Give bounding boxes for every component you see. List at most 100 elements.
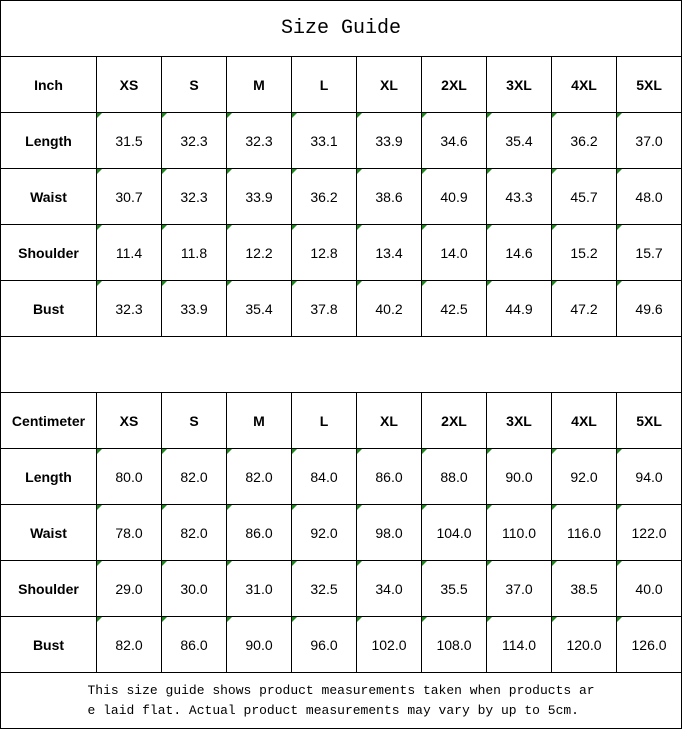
measurement-cell: 49.6 — [615, 280, 682, 337]
measurement-cell: 29.0 — [96, 560, 162, 617]
row-label: Waist — [0, 168, 97, 225]
measurement-cell: 31.5 — [96, 112, 162, 169]
measurement-cell: 82.0 — [161, 504, 227, 561]
size-header: L — [291, 56, 357, 113]
measurement-cell: 40.2 — [356, 280, 422, 337]
measurement-cell: 86.0 — [226, 504, 292, 561]
table-row: Shoulder 29.0 30.0 31.0 32.5 34.0 35.5 37.0 38.5… — [0, 560, 682, 617]
size-header: XL — [356, 392, 422, 449]
measurement-cell: 90.0 — [226, 616, 292, 673]
measurement-cell: 37.0 — [486, 560, 552, 617]
size-header: 3XL — [486, 392, 552, 449]
measurement-cell: 32.3 — [161, 168, 227, 225]
measurement-cell: 32.5 — [291, 560, 357, 617]
measurement-cell: 31.0 — [226, 560, 292, 617]
measurement-cell: 116.0 — [551, 504, 617, 561]
measurement-cell: 33.9 — [161, 280, 227, 337]
size-header: M — [226, 392, 292, 449]
measurement-cell: 110.0 — [486, 504, 552, 561]
measurement-cell: 33.9 — [356, 112, 422, 169]
row-label: Shoulder — [0, 224, 97, 281]
measurement-cell: 108.0 — [421, 616, 487, 673]
measurement-cell: 122.0 — [615, 504, 682, 561]
table-row: Length 80.0 82.0 82.0 84.0 86.0 88.0 90.0 92.0 94… — [0, 448, 682, 505]
unit-header: Centimeter — [0, 392, 97, 449]
measurement-cell: 11.4 — [96, 224, 162, 281]
row-label: Length — [0, 448, 97, 505]
table-row: Bust 32.3 33.9 35.4 37.8 40.2 42.5 44.9 47.2 49.6 — [0, 280, 682, 337]
header-row: Centimeter XS S M L XL 2XL 3XL 4XL 5XL — [0, 392, 682, 449]
measurement-cell: 45.7 — [551, 168, 617, 225]
size-header: S — [161, 392, 227, 449]
row-label: Waist — [0, 504, 97, 561]
note-cell: This size guide shows product measuremen… — [0, 672, 682, 729]
size-header: 4XL — [551, 392, 617, 449]
page-title: Size Guide — [0, 0, 682, 57]
measurement-cell: 80.0 — [96, 448, 162, 505]
size-header: XL — [356, 56, 422, 113]
measurement-cell: 15.2 — [551, 224, 617, 281]
measurement-cell: 40.9 — [421, 168, 487, 225]
measurement-cell: 32.3 — [226, 112, 292, 169]
measurement-cell: 32.3 — [161, 112, 227, 169]
measurement-cell: 36.2 — [551, 112, 617, 169]
header-row: Inch XS S M L XL 2XL 3XL 4XL 5XL — [0, 56, 682, 113]
table-row: Waist 30.7 32.3 33.9 36.2 38.6 40.9 43.3 45.7 48.… — [0, 168, 682, 225]
measurement-cell: 30.7 — [96, 168, 162, 225]
size-header: 4XL — [551, 56, 617, 113]
measurement-cell: 94.0 — [615, 448, 682, 505]
table-row: Shoulder 11.4 11.8 12.2 12.8 13.4 14.0 14.6 15.2… — [0, 224, 682, 281]
measurement-cell: 38.6 — [356, 168, 422, 225]
measurement-cell: 126.0 — [615, 616, 682, 673]
size-header: 5XL — [615, 56, 682, 113]
measurement-cell: 34.6 — [421, 112, 487, 169]
measurement-cell: 37.8 — [291, 280, 357, 337]
size-header: M — [226, 56, 292, 113]
measurement-cell: 86.0 — [161, 616, 227, 673]
measurement-cell: 34.0 — [356, 560, 422, 617]
size-header: S — [161, 56, 227, 113]
measurement-cell: 30.0 — [161, 560, 227, 617]
table-row: Waist 78.0 82.0 86.0 92.0 98.0 104.0 110.0 116.0… — [0, 504, 682, 561]
measurement-cell: 78.0 — [96, 504, 162, 561]
measurement-cell: 12.2 — [226, 224, 292, 281]
measurement-cell: 12.8 — [291, 224, 357, 281]
measurement-cell: 35.5 — [421, 560, 487, 617]
size-header: 2XL — [421, 392, 487, 449]
measurement-cell: 84.0 — [291, 448, 357, 505]
measurement-cell: 120.0 — [551, 616, 617, 673]
spacer-row — [0, 336, 682, 393]
measurement-cell: 13.4 — [356, 224, 422, 281]
measurement-cell: 82.0 — [96, 616, 162, 673]
measurement-cell: 14.0 — [421, 224, 487, 281]
measurement-cell: 96.0 — [291, 616, 357, 673]
size-header: 2XL — [421, 56, 487, 113]
measurement-cell: 42.5 — [421, 280, 487, 337]
measurement-cell: 92.0 — [291, 504, 357, 561]
size-header: 3XL — [486, 56, 552, 113]
measurement-cell: 92.0 — [551, 448, 617, 505]
row-label: Shoulder — [0, 560, 97, 617]
measurement-cell: 43.3 — [486, 168, 552, 225]
measurement-cell: 38.5 — [551, 560, 617, 617]
measurement-cell: 44.9 — [486, 280, 552, 337]
measurement-cell: 40.0 — [615, 560, 682, 617]
table-row: Length 31.5 32.3 32.3 33.1 33.9 34.6 35.4 36.2 37… — [0, 112, 682, 169]
table-row: Bust 82.0 86.0 90.0 96.0 102.0 108.0 114.0 120.0… — [0, 616, 682, 673]
measurement-cell: 36.2 — [291, 168, 357, 225]
unit-header: Inch — [0, 56, 97, 113]
measurement-cell: 82.0 — [226, 448, 292, 505]
size-header: 5XL — [615, 392, 682, 449]
measurement-cell: 32.3 — [96, 280, 162, 337]
measurement-cell: 47.2 — [551, 280, 617, 337]
measurement-cell: 82.0 — [161, 448, 227, 505]
measurement-cell: 98.0 — [356, 504, 422, 561]
spacer-cell — [0, 336, 682, 393]
measurement-cell: 11.8 — [161, 224, 227, 281]
size-header: L — [291, 392, 357, 449]
measurement-cell: 86.0 — [356, 448, 422, 505]
footnote: This size guide shows product measuremen… — [87, 682, 595, 718]
row-label: Bust — [0, 280, 97, 337]
measurement-cell: 114.0 — [486, 616, 552, 673]
